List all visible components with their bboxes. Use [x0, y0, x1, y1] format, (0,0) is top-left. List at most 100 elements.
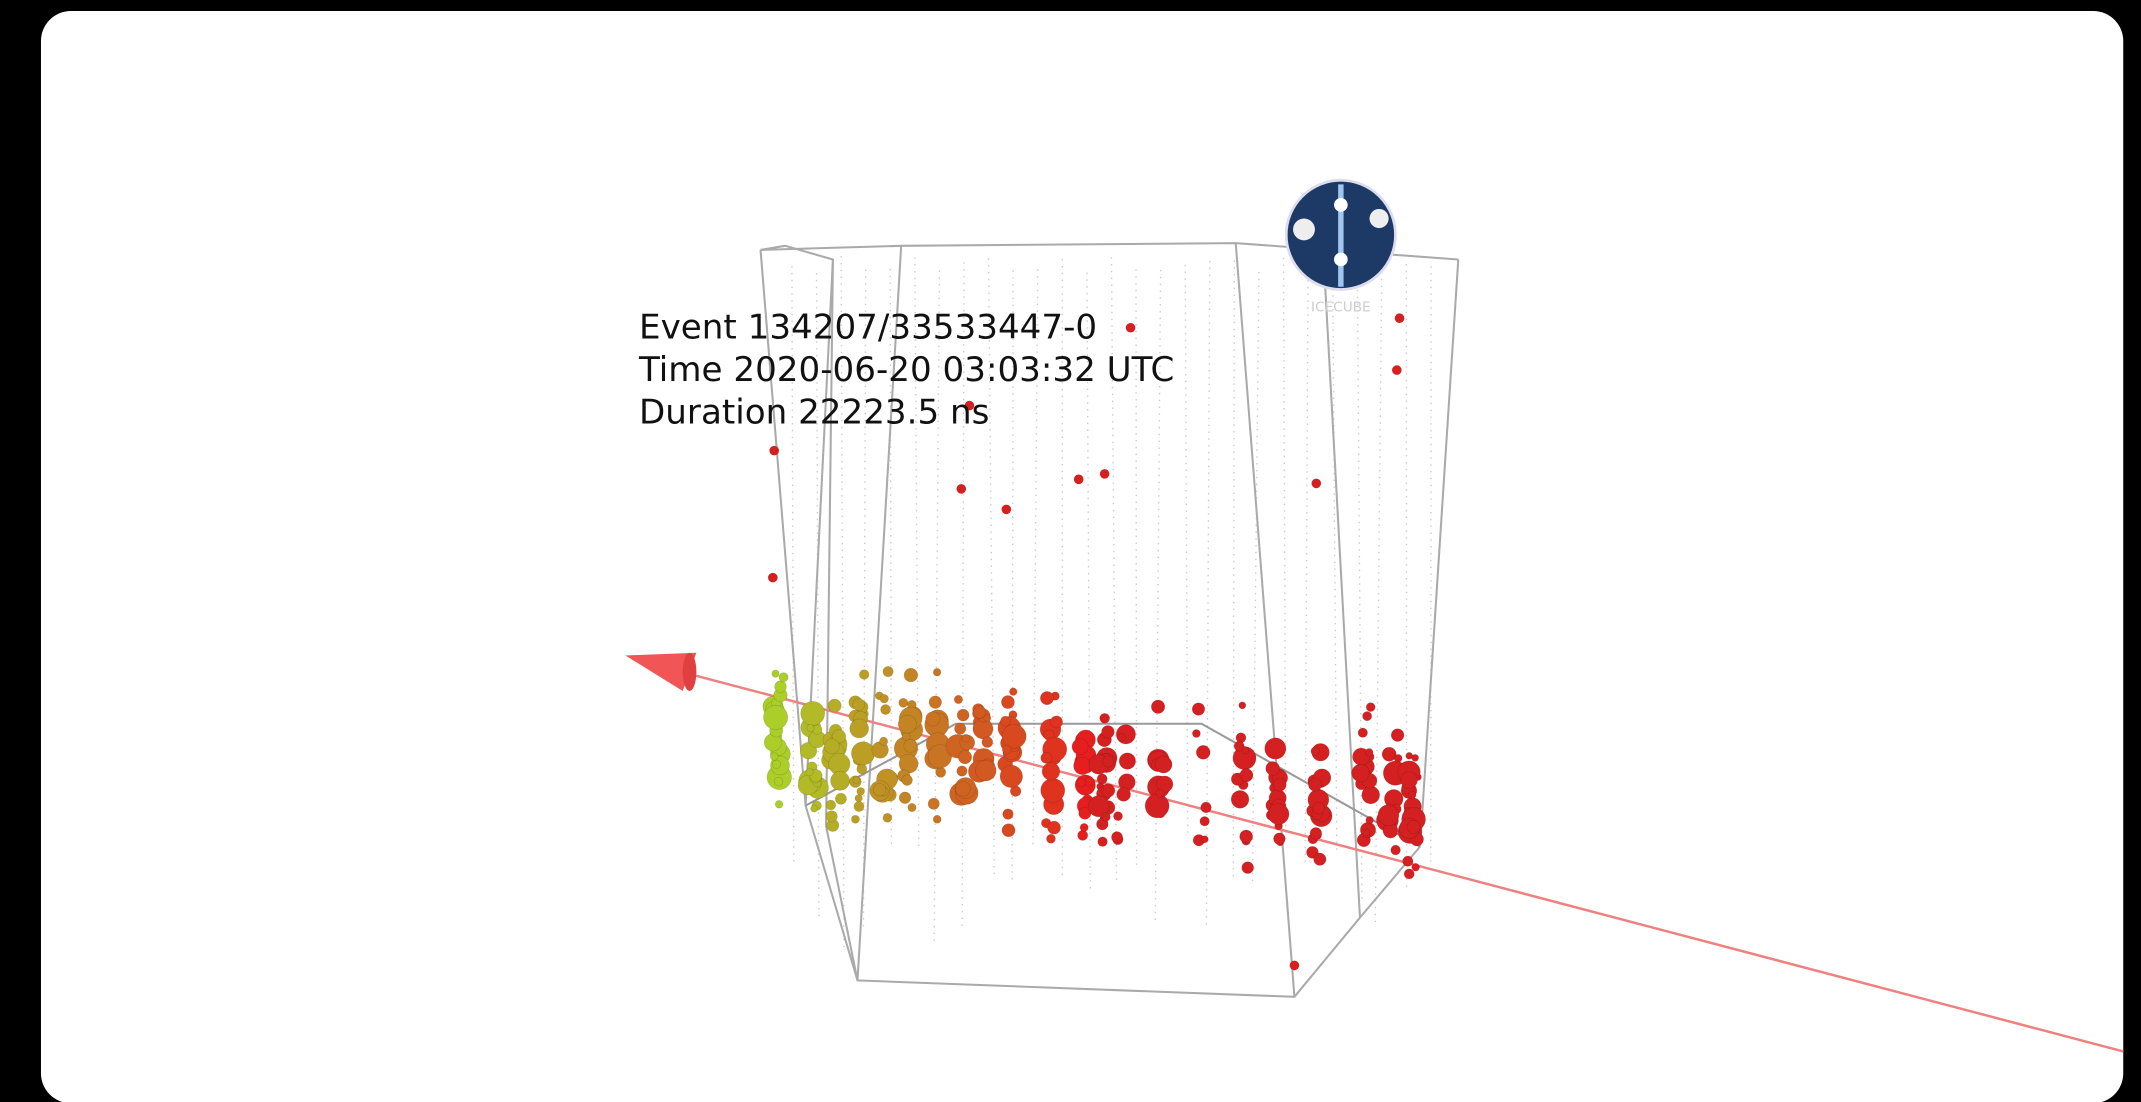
hit: [929, 696, 941, 708]
hit: [1363, 829, 1370, 836]
hit: [806, 768, 813, 775]
hit: [850, 719, 869, 738]
hit: [1003, 809, 1014, 820]
hit: [883, 666, 893, 676]
hit: [770, 753, 778, 761]
hit: [926, 712, 940, 726]
hit: [1080, 823, 1088, 831]
hit: [1403, 856, 1413, 866]
track-arrow-base: [683, 653, 697, 691]
logo-dot: [1370, 209, 1389, 228]
hit: [859, 670, 869, 680]
hit: [1048, 821, 1061, 834]
hit: [975, 760, 996, 781]
hit: [955, 723, 966, 734]
time-line: Time 2020-06-20 03:03:32 UTC: [638, 350, 1174, 390]
hit: [1313, 802, 1325, 814]
hit: [1111, 832, 1122, 843]
hit: [1401, 772, 1418, 789]
hit: [1231, 790, 1249, 808]
hit: [851, 742, 874, 765]
logo-label: ICECUBE: [1311, 299, 1371, 315]
hit: [1097, 774, 1107, 784]
hit: [1002, 724, 1026, 748]
hit: [807, 724, 814, 731]
hit: [768, 573, 778, 583]
card: [41, 11, 2123, 1102]
hit: [831, 771, 850, 790]
hit: [954, 695, 962, 703]
hit: [1002, 745, 1011, 754]
hit: [902, 775, 913, 786]
hit: [857, 787, 865, 795]
hit: [1391, 729, 1404, 742]
hit: [1290, 961, 1300, 971]
hit: [774, 777, 783, 786]
hit: [982, 737, 993, 748]
hit: [1365, 749, 1373, 757]
hit: [1118, 733, 1126, 741]
hit: [1201, 802, 1212, 813]
hit: [1240, 769, 1253, 782]
hit: [1362, 711, 1371, 720]
hit: [1392, 365, 1402, 375]
hit: [883, 813, 892, 822]
hit: [775, 681, 787, 693]
hit: [1378, 805, 1399, 826]
hit: [1311, 747, 1320, 756]
hit: [801, 701, 825, 725]
hit: [955, 781, 970, 796]
hit: [899, 792, 911, 804]
hit: [1358, 728, 1367, 737]
hit: [1001, 696, 1014, 709]
hit: [898, 715, 916, 733]
hit: [1310, 827, 1322, 839]
hit: [1002, 824, 1015, 837]
hit: [899, 698, 908, 707]
hit: [957, 709, 969, 721]
hit: [1000, 765, 1022, 787]
hit: [904, 739, 917, 752]
hit: [1266, 761, 1280, 775]
hit: [881, 705, 891, 715]
hit: [1046, 834, 1055, 843]
page: ICECUBE Event 134207/33533447-0 Time 202…: [0, 0, 2141, 1102]
hit: [1000, 716, 1010, 726]
hit: [1100, 469, 1110, 479]
logo-dot: [1293, 219, 1315, 241]
hit: [775, 800, 783, 808]
hit: [772, 670, 779, 677]
hit: [1113, 812, 1122, 821]
hit: [835, 793, 846, 804]
hit: [957, 766, 967, 776]
hit: [1366, 703, 1375, 712]
logo-dot: [1334, 253, 1348, 267]
hit: [1155, 756, 1172, 773]
hit: [1050, 716, 1062, 728]
hit: [1407, 820, 1420, 833]
hit: [853, 777, 860, 784]
hit: [928, 798, 939, 809]
hit: [1074, 757, 1091, 774]
hit: [1404, 869, 1414, 879]
hit: [1242, 862, 1254, 874]
hit: [1309, 778, 1322, 791]
hit: [1103, 756, 1114, 767]
hit: [1101, 784, 1114, 797]
hit: [851, 815, 859, 823]
hit: [904, 668, 918, 682]
hit: [824, 739, 839, 754]
hit: [956, 484, 966, 494]
hit: [1265, 738, 1286, 759]
duration-line: Duration 22223.5 ns: [639, 392, 989, 432]
hit: [1239, 702, 1246, 709]
hit: [1240, 830, 1253, 843]
hit: [1072, 739, 1088, 755]
hit: [1074, 475, 1084, 485]
hit: [1273, 778, 1286, 791]
hit: [826, 811, 837, 822]
hit: [853, 698, 865, 710]
hit: [857, 764, 867, 774]
hit: [1314, 853, 1326, 865]
hit: [1126, 323, 1136, 333]
